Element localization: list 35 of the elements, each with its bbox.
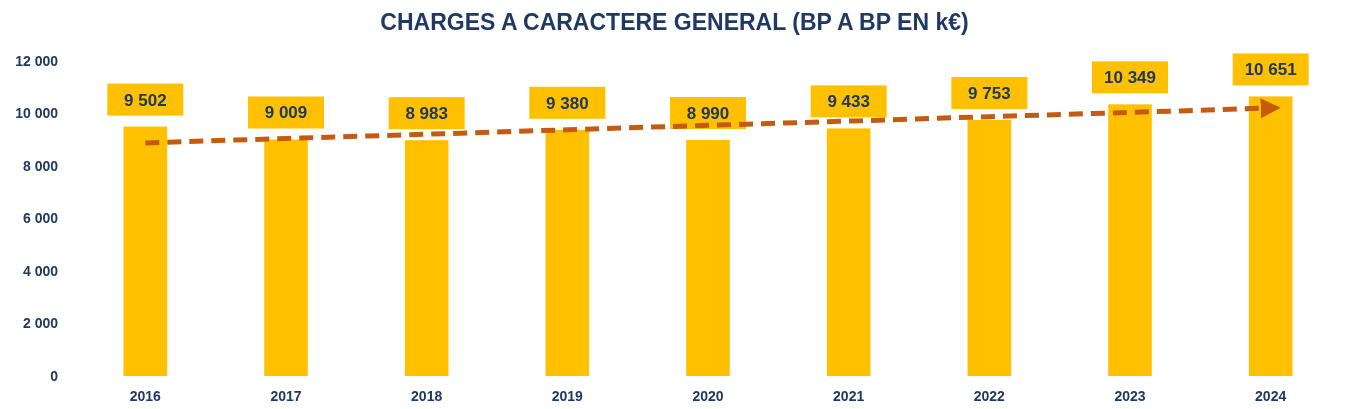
data-label: 9 502	[124, 90, 167, 110]
x-tick-label: 2023	[1114, 388, 1146, 404]
x-tick-label: 2016	[129, 388, 162, 404]
chart-title: CHARGES A CARACTERE GENERAL (BP A BP EN k€)	[380, 9, 969, 36]
bar	[1108, 104, 1152, 376]
bar	[826, 128, 871, 376]
data-label: 10 349	[1104, 68, 1156, 88]
x-tick-label: 2018	[411, 388, 443, 404]
y-tick-label: 4 000	[22, 262, 59, 279]
y-tick-label: 2 000	[22, 315, 59, 332]
data-label: 10 651	[1244, 60, 1297, 80]
data-label: 9 380	[546, 93, 589, 113]
y-tick-label: 8 000	[22, 157, 59, 174]
y-tick-label: 0	[50, 367, 59, 384]
data-label: 9 433	[827, 92, 870, 112]
data-label: 8 990	[686, 103, 730, 123]
bar	[967, 119, 1012, 376]
x-tick-label: 2017	[270, 388, 302, 404]
bar	[264, 139, 308, 376]
x-tick-label: 2024	[1255, 388, 1287, 404]
bar	[123, 126, 168, 376]
y-tick-label: 10 000	[15, 105, 59, 122]
data-label: 9 009	[264, 103, 308, 123]
x-tick-label: 2020	[692, 388, 724, 404]
bar	[686, 140, 730, 376]
x-tick-label: 2022	[973, 388, 1006, 404]
data-label: 9 753	[968, 83, 1011, 103]
bar	[1248, 96, 1293, 376]
bar	[404, 140, 449, 376]
data-label: 8 983	[405, 104, 448, 124]
x-tick-label: 2019	[551, 388, 584, 404]
y-tick-label: 6 000	[22, 210, 59, 227]
x-tick-label: 2021	[833, 388, 865, 404]
y-tick-label: 12 000	[15, 52, 59, 69]
bar	[545, 129, 590, 376]
